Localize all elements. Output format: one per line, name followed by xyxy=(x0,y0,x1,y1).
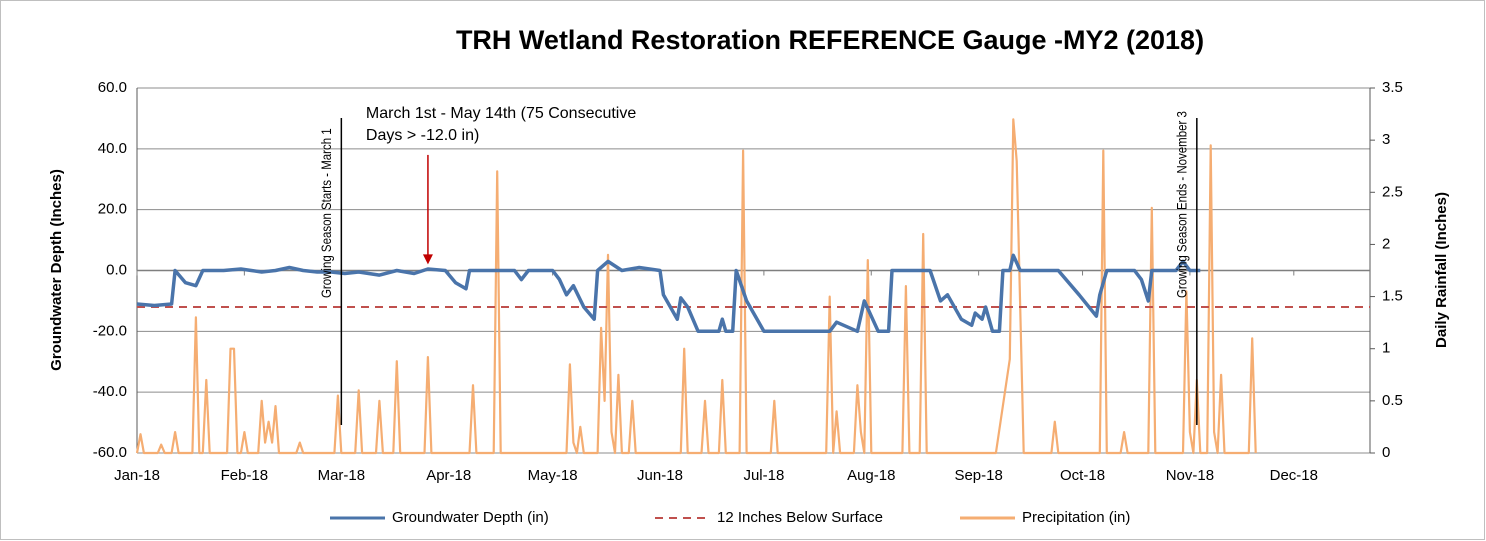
x-tick-label: Jul-18 xyxy=(743,467,784,484)
chart-title: TRH Wetland Restoration REFERENCE Gauge … xyxy=(456,25,1204,55)
x-tick-label: Oct-18 xyxy=(1060,467,1105,484)
y-tick-label: 0.0 xyxy=(106,261,127,278)
y2-tick-label: 0.5 xyxy=(1382,392,1403,409)
x-tick-label: Sep-18 xyxy=(954,467,1002,484)
x-tick-label: May-18 xyxy=(528,467,578,484)
y2-tick-label: 3.5 xyxy=(1382,79,1403,96)
y-tick-label: 20.0 xyxy=(98,201,127,218)
x-tick-label: Mar-18 xyxy=(318,467,366,484)
x-tick-label: Jun-18 xyxy=(637,467,683,484)
y-tick-label: -40.0 xyxy=(93,383,127,400)
arrow-head xyxy=(422,254,433,265)
x-tick-label: Nov-18 xyxy=(1166,467,1214,484)
season-label: Growing Season Starts - March 1 xyxy=(318,128,334,298)
season-label: Growing Season Ends - November 3 xyxy=(1173,111,1189,298)
y2-tick-label: 1 xyxy=(1382,340,1390,357)
y-tick-label: 40.0 xyxy=(98,140,127,157)
y2-tick-label: 3 xyxy=(1382,131,1390,148)
y2-tick-label: 2.5 xyxy=(1382,183,1403,200)
y-tick-label: 60.0 xyxy=(98,79,127,96)
y-tick-label: -60.0 xyxy=(93,444,127,461)
x-tick-label: Apr-18 xyxy=(426,467,471,484)
series-line xyxy=(135,118,1257,455)
x-tick-label: Dec-18 xyxy=(1270,467,1318,484)
y2-tick-label: 1.5 xyxy=(1382,288,1403,305)
legend-label: Groundwater Depth (in) xyxy=(392,509,549,526)
annotation-text: March 1st - May 14th (75 Consecutive xyxy=(366,105,636,122)
x-tick-label: Aug-18 xyxy=(847,467,895,484)
y2-tick-label: 0 xyxy=(1382,444,1390,461)
x-tick-label: Jan-18 xyxy=(114,467,160,484)
legend-label: Precipitation (in) xyxy=(1022,509,1130,526)
series-line xyxy=(136,253,1201,334)
y-axis-title: Groundwater Depth (Inches) xyxy=(48,169,65,371)
y2-axis-title: Daily Rainfall (Inches) xyxy=(1433,192,1450,348)
annotation-text: Days > -12.0 in) xyxy=(366,127,479,144)
legend-label: 12 Inches Below Surface xyxy=(717,509,883,526)
x-tick-label: Feb-18 xyxy=(221,467,269,484)
y-tick-label: -20.0 xyxy=(93,322,127,339)
y2-tick-label: 2 xyxy=(1382,235,1390,252)
